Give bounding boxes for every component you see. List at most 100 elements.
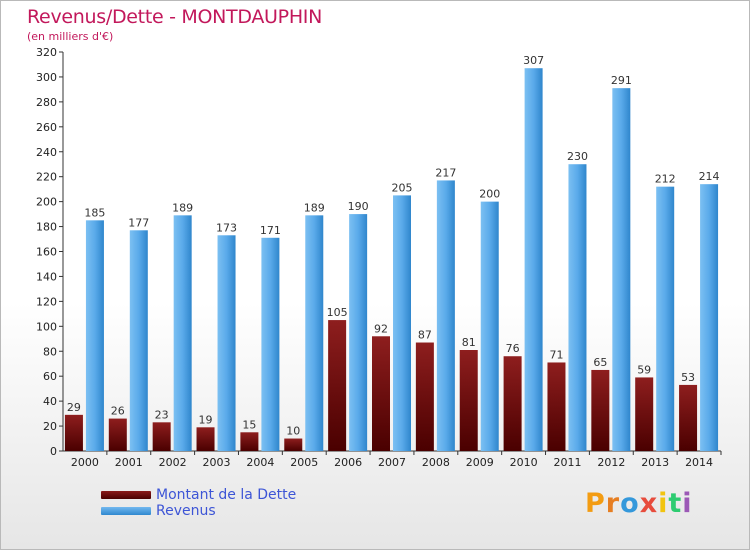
bar-debt <box>415 342 434 451</box>
logo-letter: i <box>682 488 693 519</box>
bar-debt <box>547 362 566 451</box>
y-tick-label: 80 <box>43 345 57 358</box>
data-label-debt: 59 <box>637 363 651 376</box>
x-tick-label: 2011 <box>553 456 581 469</box>
data-label-debt: 29 <box>67 401 81 414</box>
bar-debt <box>503 356 522 451</box>
bar-debt <box>679 384 698 451</box>
bar-revenus <box>393 195 411 451</box>
data-label-revenus: 177 <box>128 216 149 229</box>
y-tick-label: 260 <box>36 121 57 134</box>
y-tick-label: 320 <box>36 46 57 59</box>
bar-revenus <box>85 220 104 451</box>
data-label-revenus: 190 <box>348 200 369 213</box>
y-tick-label: 140 <box>36 270 57 283</box>
logo-letter: P <box>585 488 606 519</box>
x-tick-label: 2002 <box>159 456 187 469</box>
legend-swatch-revenus <box>101 507 151 515</box>
data-label-revenus: 205 <box>392 181 413 194</box>
x-tick-label: 2008 <box>422 456 450 469</box>
x-tick-label: 2005 <box>290 456 318 469</box>
x-tick-label: 2013 <box>641 456 669 469</box>
data-label-debt: 15 <box>242 418 256 431</box>
data-label-debt: 10 <box>286 425 300 438</box>
data-label-revenus: 212 <box>655 173 676 186</box>
data-label-revenus: 189 <box>172 201 193 214</box>
y-tick-label: 0 <box>50 445 57 458</box>
bar-revenus <box>349 214 368 451</box>
y-tick-label: 40 <box>43 395 57 408</box>
bar-revenus <box>700 184 719 451</box>
y-tick-label: 220 <box>36 171 57 184</box>
bar-revenus <box>568 164 587 451</box>
bar-debt <box>284 438 303 451</box>
x-tick-label: 2001 <box>115 456 143 469</box>
y-tick-label: 100 <box>36 320 57 333</box>
logo-letter: i <box>658 488 669 519</box>
data-label-debt: 81 <box>462 336 476 349</box>
y-tick-label: 60 <box>43 370 57 383</box>
legend-label-debt: Montant de la Dette <box>156 487 297 503</box>
data-label-debt: 71 <box>549 348 563 361</box>
data-label-debt: 53 <box>681 371 695 384</box>
x-tick-label: 2004 <box>246 456 274 469</box>
bar-revenus <box>480 201 499 451</box>
data-label-debt: 65 <box>593 356 607 369</box>
logo-letter: o <box>620 488 640 519</box>
bar-revenus <box>656 186 675 451</box>
x-tick-label: 2007 <box>378 456 406 469</box>
bar-debt <box>152 422 171 451</box>
logo-letter: r <box>605 488 621 519</box>
bar-revenus <box>261 237 280 451</box>
data-label-revenus: 214 <box>699 170 720 183</box>
logo-letter: x <box>639 488 659 519</box>
y-tick-label: 280 <box>36 96 57 109</box>
data-label-revenus: 307 <box>523 54 544 67</box>
x-tick-label: 2010 <box>510 456 538 469</box>
data-label-revenus: 185 <box>84 206 105 219</box>
bar-debt <box>328 320 347 451</box>
x-tick-label: 2006 <box>334 456 362 469</box>
legend-swatch-debt <box>101 491 151 499</box>
data-label-debt: 105 <box>327 306 348 319</box>
x-tick-label: 2000 <box>71 456 99 469</box>
bar-debt <box>591 369 610 451</box>
legend-label-revenus: Revenus <box>156 503 216 519</box>
data-label-debt: 92 <box>374 322 388 335</box>
bar-revenus <box>129 230 148 451</box>
bar-revenus <box>173 215 192 451</box>
bar-debt <box>64 414 83 451</box>
bar-debt <box>108 418 127 451</box>
chart-subtitle: (en milliers d'€) <box>27 30 114 43</box>
bar-revenus <box>217 235 236 451</box>
data-label-revenus: 173 <box>216 221 237 234</box>
data-label-debt: 76 <box>506 342 520 355</box>
bar-debt <box>459 350 478 451</box>
bar-revenus <box>436 180 455 451</box>
bar-debt <box>635 377 654 451</box>
bar-revenus <box>612 88 631 452</box>
data-label-revenus: 189 <box>304 201 325 214</box>
y-tick-label: 180 <box>36 221 57 234</box>
data-label-debt: 19 <box>199 413 213 426</box>
data-label-debt: 87 <box>418 329 432 342</box>
bar-debt <box>372 336 390 451</box>
proxiti-logo: Proxiti <box>585 488 693 519</box>
data-label-revenus: 217 <box>435 166 456 179</box>
x-tick-label: 2003 <box>203 456 231 469</box>
data-label-revenus: 200 <box>479 188 500 201</box>
x-tick-label: 2009 <box>466 456 494 469</box>
data-label-revenus: 291 <box>611 74 632 87</box>
bar-debt <box>196 427 215 451</box>
y-tick-label: 120 <box>36 295 57 308</box>
y-tick-label: 300 <box>36 71 57 84</box>
bar-revenus <box>524 68 543 451</box>
y-tick-label: 240 <box>36 146 57 159</box>
data-label-revenus: 171 <box>260 224 281 237</box>
bar-debt <box>240 432 259 451</box>
bar-revenus <box>305 215 324 451</box>
y-tick-label: 200 <box>36 196 57 209</box>
chart-title: Revenus/Dette - MONTDAUPHIN <box>27 6 323 28</box>
